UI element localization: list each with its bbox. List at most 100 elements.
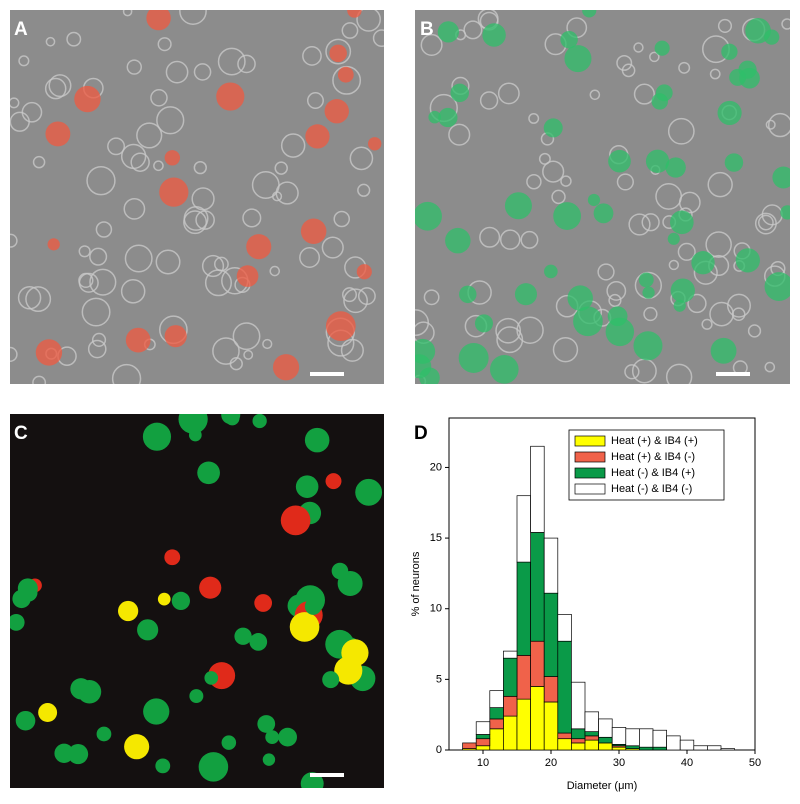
cell-outline <box>48 74 72 98</box>
cell-outline <box>237 54 256 74</box>
cell <box>721 43 738 60</box>
cell <box>188 428 202 442</box>
bar <box>516 698 531 751</box>
cell-outline <box>608 293 622 308</box>
cell-outline <box>499 229 521 250</box>
bar <box>571 738 586 744</box>
cell-outline <box>641 213 660 232</box>
bar <box>530 640 545 687</box>
cell <box>780 205 790 220</box>
bar <box>639 746 654 751</box>
cell <box>124 734 150 760</box>
bar <box>516 561 531 656</box>
cell-outline <box>10 233 18 248</box>
cell <box>254 594 273 612</box>
cell-outline <box>81 297 111 327</box>
cell-outline <box>95 221 113 238</box>
cell-outline <box>341 22 359 39</box>
cell <box>304 427 330 453</box>
bar <box>720 748 735 751</box>
cell-outline <box>232 322 261 351</box>
cell <box>164 549 181 566</box>
cell <box>567 285 593 311</box>
y-tick-label: 20 <box>430 461 442 473</box>
cell-outline <box>687 293 707 314</box>
cell <box>605 317 635 347</box>
cell-outline <box>420 33 443 57</box>
cell <box>710 337 737 364</box>
cell <box>654 40 670 56</box>
cell <box>437 21 460 43</box>
cell-outline <box>10 97 20 109</box>
cell-outline <box>130 152 150 172</box>
cell-outline <box>122 10 133 17</box>
cell-outline <box>306 92 324 110</box>
cell <box>347 10 362 18</box>
cell-outline <box>538 152 551 165</box>
bar <box>543 537 559 594</box>
bar <box>584 739 599 751</box>
cell-outline <box>616 54 633 71</box>
cell <box>587 193 601 207</box>
panel-label: D <box>414 423 428 444</box>
cell <box>236 265 259 287</box>
scale-bar <box>310 773 344 777</box>
cell <box>96 726 112 742</box>
cell-outline <box>217 47 246 76</box>
cell <box>717 100 742 125</box>
cell-outline <box>349 146 374 171</box>
legend-swatch <box>574 483 606 495</box>
cell <box>772 166 790 189</box>
scale-bar <box>716 372 750 376</box>
cell-outline <box>179 10 207 25</box>
cell-outline <box>754 212 777 235</box>
cell <box>428 110 441 124</box>
legend-label: Heat (-) & IB4 (+) <box>611 467 695 479</box>
cell-outline <box>606 280 627 301</box>
bar <box>625 728 640 747</box>
cell-outline <box>633 42 644 53</box>
cell-outline <box>153 160 164 172</box>
cell-outline <box>731 307 746 322</box>
cell-outline <box>551 189 566 205</box>
cell-outline <box>709 68 721 80</box>
cell-outline <box>325 38 352 65</box>
cell-outline <box>552 336 579 363</box>
cell <box>324 99 349 124</box>
bar <box>543 701 559 751</box>
cell-outline <box>123 197 146 220</box>
cell <box>415 354 432 379</box>
cell-outline <box>781 18 790 30</box>
cell <box>745 17 771 44</box>
cell-outline <box>10 111 30 132</box>
legend-label: Heat (-) & IB4 (-) <box>611 483 692 495</box>
cell <box>74 85 101 113</box>
bar <box>489 728 504 751</box>
cell-outline <box>165 60 189 84</box>
cell <box>198 752 229 782</box>
cell-outline <box>321 236 344 259</box>
x-axis-label: Diameter (μm) <box>567 780 638 792</box>
cell <box>164 150 181 166</box>
cell <box>10 613 25 631</box>
cell <box>514 283 537 306</box>
bar <box>598 718 613 738</box>
cell-outline <box>497 82 520 105</box>
cell <box>159 177 189 207</box>
bar <box>530 532 545 642</box>
cell <box>38 703 58 722</box>
cell <box>199 576 222 599</box>
y-tick-label: 10 <box>430 603 442 615</box>
bar <box>625 745 640 749</box>
cell <box>249 633 268 651</box>
cell-outline <box>78 245 91 258</box>
cell <box>651 93 668 110</box>
cell-outline <box>624 364 640 380</box>
x-tick-label: 20 <box>545 757 557 769</box>
bar <box>598 736 613 744</box>
bar <box>571 742 586 751</box>
cell-outline <box>201 254 225 278</box>
cell <box>331 562 349 580</box>
bar <box>489 690 504 708</box>
cell <box>459 285 477 304</box>
